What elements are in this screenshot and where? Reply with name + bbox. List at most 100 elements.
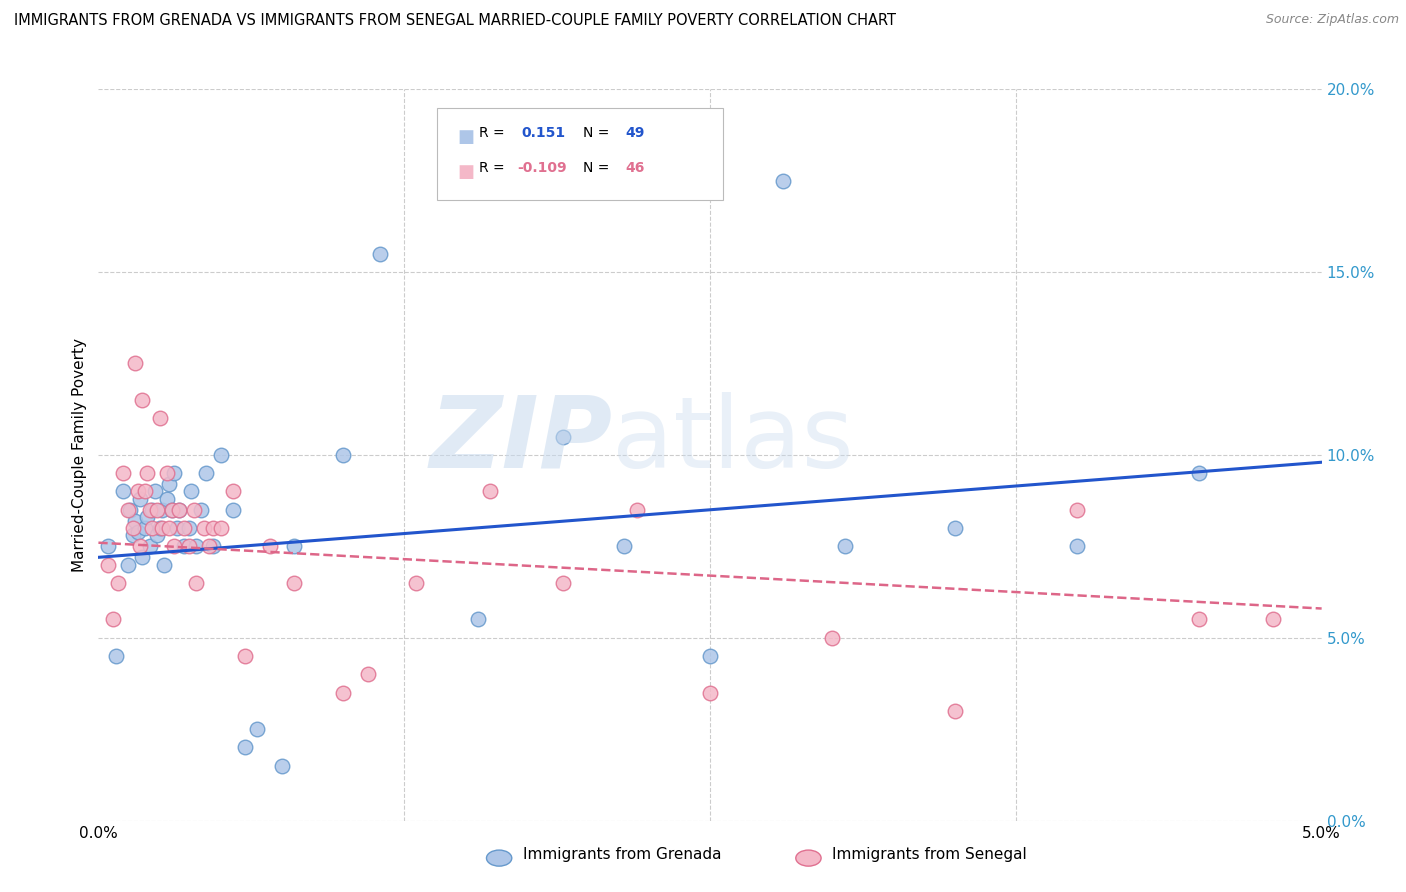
Point <box>156 466 179 480</box>
Text: ■: ■ <box>457 163 474 181</box>
Point <box>186 576 208 591</box>
Point <box>160 503 183 517</box>
Text: -0.109: -0.109 <box>517 161 567 176</box>
Point <box>131 550 153 565</box>
Point <box>101 613 124 627</box>
Point <box>186 539 208 553</box>
Point <box>160 503 183 517</box>
Point <box>173 539 195 553</box>
Point <box>943 704 966 718</box>
Text: Immigrants from Grenada: Immigrants from Grenada <box>523 847 721 862</box>
Point <box>173 521 195 535</box>
Point <box>1261 613 1284 627</box>
Y-axis label: Married-Couple Family Poverty: Married-Couple Family Poverty <box>72 338 87 572</box>
Point <box>405 576 427 591</box>
Point <box>149 411 172 425</box>
Point <box>772 174 794 188</box>
Point <box>699 686 721 700</box>
Point <box>157 477 180 491</box>
Text: 46: 46 <box>626 161 645 176</box>
Point <box>283 576 305 591</box>
Point <box>163 539 186 553</box>
Point <box>209 521 232 535</box>
Point <box>141 503 163 517</box>
Point <box>139 539 162 553</box>
Point <box>332 686 354 700</box>
Point <box>150 503 173 517</box>
Point <box>150 521 173 535</box>
Point <box>195 466 218 480</box>
Text: atlas: atlas <box>612 392 853 489</box>
Point <box>129 491 152 506</box>
Text: ZIP: ZIP <box>429 392 612 489</box>
Point <box>157 521 180 535</box>
Point <box>139 503 162 517</box>
Point <box>107 576 129 591</box>
Text: N =: N = <box>583 126 614 140</box>
Point <box>156 491 179 506</box>
Point <box>553 430 575 444</box>
Point <box>124 514 146 528</box>
Point <box>553 576 575 591</box>
Point <box>129 539 152 553</box>
Point <box>111 484 134 499</box>
Point <box>193 521 215 535</box>
Point <box>141 521 163 535</box>
Point <box>124 357 146 371</box>
Point <box>134 484 156 499</box>
Point <box>177 521 200 535</box>
Point <box>127 484 149 499</box>
Point <box>136 466 159 480</box>
Point <box>153 558 176 572</box>
Point <box>121 528 143 542</box>
Point <box>167 503 190 517</box>
Point <box>97 539 120 553</box>
Point <box>111 466 134 480</box>
Point <box>149 521 172 535</box>
Point <box>478 484 501 499</box>
Point <box>117 558 139 572</box>
Point <box>202 521 225 535</box>
Point <box>197 539 219 553</box>
Point <box>1188 613 1211 627</box>
Point <box>163 466 186 480</box>
Point <box>143 484 166 499</box>
Point <box>209 448 232 462</box>
Point <box>834 539 856 553</box>
Point <box>233 649 256 664</box>
Text: Immigrants from Senegal: Immigrants from Senegal <box>832 847 1028 862</box>
Point <box>943 521 966 535</box>
Point <box>146 503 169 517</box>
Point <box>222 503 245 517</box>
Point <box>146 528 169 542</box>
Text: Source: ZipAtlas.com: Source: ZipAtlas.com <box>1265 13 1399 27</box>
Point <box>117 503 139 517</box>
Point <box>104 649 127 664</box>
Point <box>613 539 636 553</box>
Point <box>259 539 281 553</box>
Text: ■: ■ <box>457 128 474 145</box>
Point <box>699 649 721 664</box>
Point <box>1066 503 1088 517</box>
Point <box>183 503 205 517</box>
Point <box>127 524 149 539</box>
Point <box>202 539 225 553</box>
Text: IMMIGRANTS FROM GRENADA VS IMMIGRANTS FROM SENEGAL MARRIED-COUPLE FAMILY POVERTY: IMMIGRANTS FROM GRENADA VS IMMIGRANTS FR… <box>14 13 896 29</box>
Point <box>1066 539 1088 553</box>
Point <box>626 503 648 517</box>
Point <box>167 503 190 517</box>
Point <box>120 503 142 517</box>
Point <box>283 539 305 553</box>
Text: R =: R = <box>479 126 509 140</box>
Point <box>190 503 212 517</box>
Point <box>222 484 245 499</box>
Point <box>233 740 256 755</box>
Text: R =: R = <box>479 161 509 176</box>
Point <box>270 758 294 772</box>
Point <box>368 246 391 260</box>
Point <box>246 723 269 737</box>
Point <box>134 521 156 535</box>
Text: 49: 49 <box>626 126 645 140</box>
Point <box>121 521 143 535</box>
Point <box>467 613 489 627</box>
